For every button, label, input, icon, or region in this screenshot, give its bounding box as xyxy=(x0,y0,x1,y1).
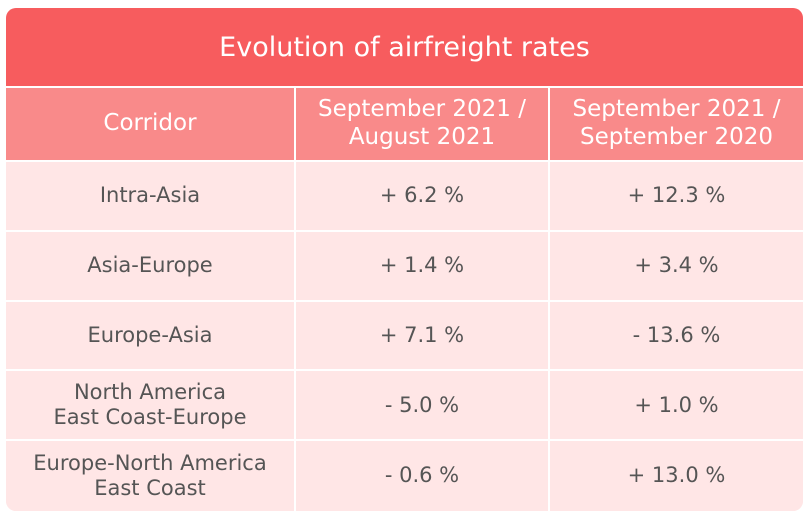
yoy-change-cell: + 13.0 % xyxy=(627,463,726,488)
table-title: Evolution of airfreight rates xyxy=(6,8,803,88)
header-corridor: Corridor xyxy=(6,88,296,160)
mom-change-cell: + 6.2 % xyxy=(296,162,550,230)
corridor-cell: Asia-Europe xyxy=(6,231,296,300)
mom-change-cell: + 1.4 % xyxy=(296,231,550,300)
airfreight-rates-table: Evolution of airfreight rates Corridor S… xyxy=(6,8,803,511)
mom-change-cell: + 7.1 % xyxy=(296,301,550,370)
yoy-change-cell: + 1.0 % xyxy=(634,392,719,417)
corridor-cell: North America East Coast-Europe xyxy=(6,371,296,440)
corridor-cell: Intra-Asia xyxy=(6,162,296,230)
table-row: Asia-Europe + 1.4 % + 3.4 % xyxy=(6,231,803,302)
table-row: North America East Coast-Europe - 5.0 % … xyxy=(6,371,803,442)
table-row: Europe-Asia + 7.1 % - 13.6 % xyxy=(6,301,803,372)
yoy-change-cell: + 3.4 % xyxy=(634,253,719,278)
mom-change-cell: - 5.0 % xyxy=(296,371,550,440)
table-header-row: Corridor September 2021 / August 2021 Se… xyxy=(6,88,803,162)
mom-change-cell: - 0.6 % xyxy=(296,441,550,511)
header-year-over-year: September 2021 / September 2020 xyxy=(572,96,781,150)
corridor-cell: Europe-North America East Coast xyxy=(6,441,296,511)
table-row: Intra-Asia + 6.2 % + 12.3 % xyxy=(6,162,803,232)
yoy-change-cell: + 12.3 % xyxy=(627,183,726,208)
corridor-cell: Europe-Asia xyxy=(6,301,296,370)
table-row: Europe-North America East Coast - 0.6 % … xyxy=(6,441,803,511)
yoy-change-cell: - 13.6 % xyxy=(632,322,721,347)
header-month-over-month: September 2021 / August 2021 xyxy=(296,88,550,160)
